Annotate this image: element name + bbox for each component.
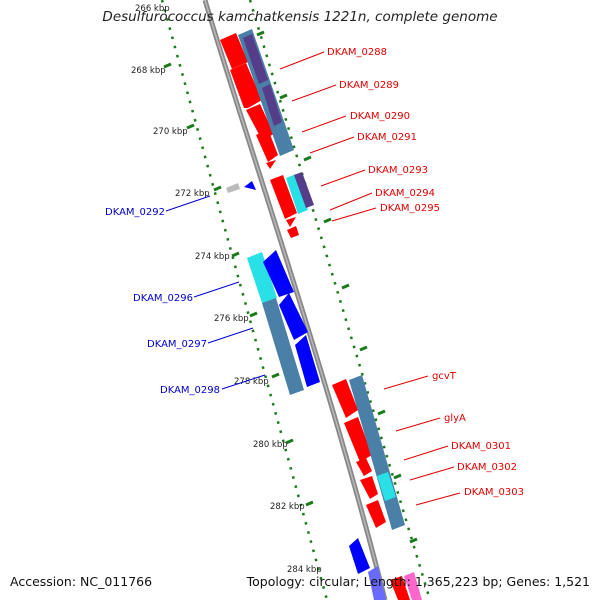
right-track-dashes — [256, 30, 418, 544]
kbp-label: 270 kbp — [153, 127, 188, 137]
gene-arrow — [349, 538, 370, 574]
cog-block — [286, 174, 308, 214]
gene-arrow — [360, 476, 378, 499]
gene-arrow — [332, 379, 358, 418]
gene-arrow — [220, 33, 248, 69]
forward-gene-cluster-bottom — [332, 375, 405, 530]
gene-label: DKAM_0291 — [357, 132, 417, 143]
gene-label: DKAM_0289 — [339, 80, 399, 91]
kbp-label: 284 kbp — [287, 565, 322, 575]
gene-arrow — [366, 500, 386, 528]
kbp-label: 274 kbp — [195, 252, 230, 262]
gene-arrow — [356, 458, 372, 476]
forward-gene-cluster-middle — [270, 172, 314, 238]
cog-block — [262, 298, 304, 395]
forward-gene-labels: DKAM_0288 DKAM_0289 DKAM_0290 DKAM_0291 … — [327, 47, 524, 498]
gene-arrow — [266, 160, 276, 169]
kbp-label: 280 kbp — [253, 440, 288, 450]
kbp-label: 282 kbp — [270, 502, 305, 512]
gene-label: DKAM_0298 — [160, 385, 220, 396]
kbp-label: 276 kbp — [214, 314, 249, 324]
reverse-gene-0292 — [226, 181, 256, 193]
reverse-gene-labels: DKAM_0292 DKAM_0296 DKAM_0297 DKAM_0298 — [105, 207, 220, 396]
gene-arrow — [286, 217, 296, 227]
gene-label: DKAM_0293 — [368, 165, 428, 176]
kbp-ticks — [163, 62, 314, 507]
reverse-gene-cluster — [247, 250, 320, 395]
kbp-label: 272 kbp — [175, 189, 210, 199]
bottom-partial-genes — [349, 538, 422, 600]
gene-arrow — [344, 417, 372, 462]
gene-label: DKAM_0292 — [105, 207, 165, 218]
gene-arrow — [270, 175, 297, 219]
map-title: Desulfurococcus kamchatkensis 1221n, com… — [102, 9, 498, 25]
gene-label: DKAM_0290 — [350, 111, 410, 122]
cog-block — [247, 252, 277, 303]
gene-arrow — [263, 250, 294, 297]
cog-block — [377, 472, 396, 501]
gene-label: glyA — [444, 413, 466, 424]
genome-backbone-highlight — [204, 0, 386, 600]
gene-arrow — [390, 576, 410, 600]
cog-block — [294, 172, 314, 208]
gene-label: DKAM_0288 — [327, 47, 387, 58]
gene-arrow — [244, 181, 256, 190]
gene-arrow — [368, 566, 386, 600]
kbp-label: 268 kbp — [131, 66, 166, 76]
gene-arrow — [279, 293, 308, 340]
gene-label: DKAM_0296 — [133, 293, 193, 304]
gene-label: DKAM_0302 — [457, 462, 517, 473]
accession-text: Accession: NC_011766 — [10, 574, 153, 589]
genome-stats-text: Topology: circular; Length: 1,365,223 bp… — [246, 574, 590, 589]
kbp-labels: 266 kbp 268 kbp 270 kbp 272 kbp 274 kbp … — [131, 4, 322, 575]
gene-label: DKAM_0297 — [147, 339, 207, 350]
gene-arrow — [287, 226, 299, 238]
forward-gene-cluster-top — [220, 29, 294, 169]
gene-label: DKAM_0301 — [451, 441, 511, 452]
gene-arrow — [404, 572, 422, 600]
gene-arrow — [256, 129, 278, 162]
gene-label: gcvT — [432, 371, 457, 382]
kbp-label: 266 kbp — [135, 4, 170, 14]
gene-label: DKAM_0295 — [380, 203, 440, 214]
cog-block — [262, 84, 282, 126]
gene-arrow — [226, 183, 240, 193]
gene-label: DKAM_0303 — [464, 487, 524, 498]
gene-arrow — [230, 63, 262, 108]
reverse-leader-lines — [165, 195, 266, 390]
gene-arrow — [295, 335, 320, 387]
forward-leader-lines — [279, 51, 461, 506]
cog-block — [243, 34, 268, 84]
gene-label: DKAM_0294 — [375, 188, 435, 199]
kbp-label: 278 kbp — [234, 377, 269, 387]
